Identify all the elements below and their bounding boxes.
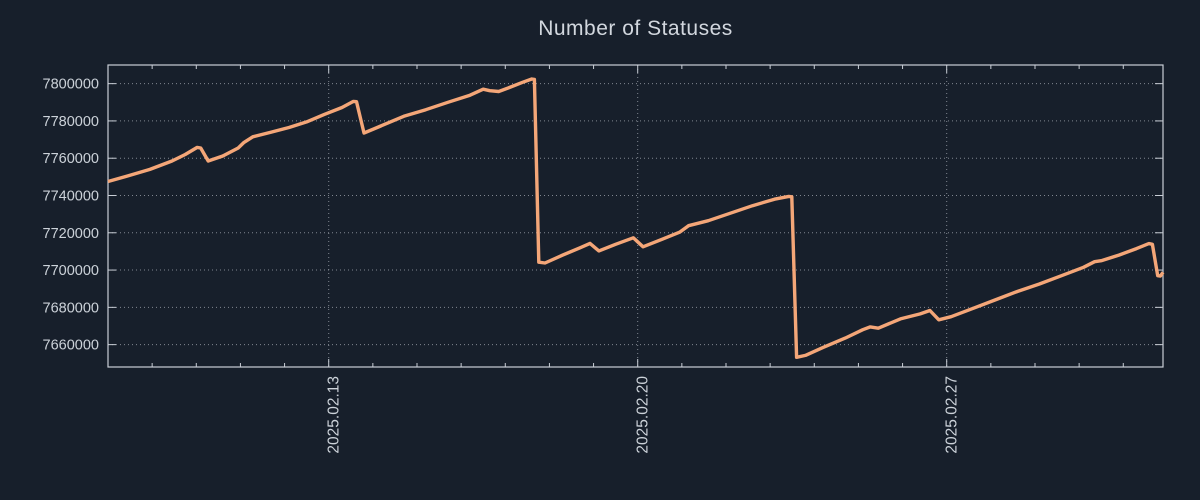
x-tick-label: 2025.02.27 [944, 376, 961, 454]
y-tick-label: 7800000 [43, 77, 99, 93]
y-tick-label: 7780000 [43, 114, 99, 130]
y-tick-label: 7740000 [43, 188, 99, 204]
y-tick-label: 7680000 [43, 300, 99, 316]
data-line-Number of Statuses [107, 77, 1165, 359]
chart-title: Number of Statuses [538, 17, 733, 40]
y-tick-label: 7700000 [43, 263, 99, 279]
x-tick-label: 2025.02.13 [326, 376, 343, 454]
y-tick-label: 7660000 [43, 338, 99, 354]
plot-border [107, 64, 1164, 368]
x-tick-label: 2025.02.20 [635, 376, 652, 454]
y-tick-label: 7720000 [43, 226, 99, 242]
y-tick-label: 7760000 [43, 151, 99, 167]
